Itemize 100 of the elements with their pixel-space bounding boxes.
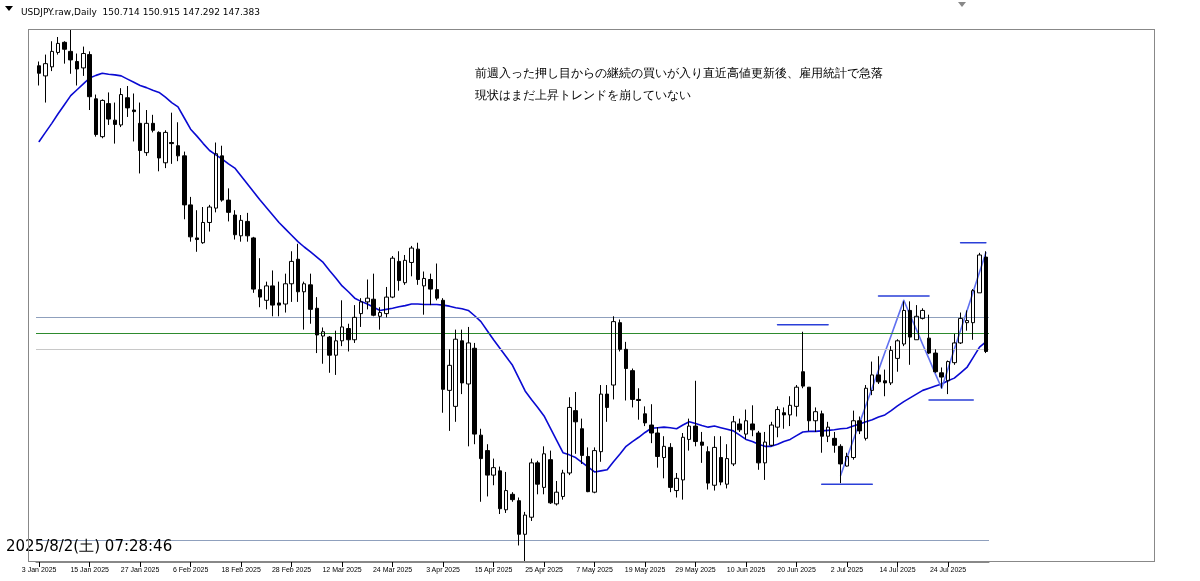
candlestick [687,418,691,452]
candlestick [226,187,231,222]
candlestick [207,204,212,233]
candlestick [712,435,717,492]
candlestick [302,281,306,331]
candlestick [416,242,420,286]
candlestick [782,406,786,430]
candlestick [43,54,48,104]
candlestick [460,329,464,395]
candlestick [876,355,881,385]
candlestick [321,326,325,365]
candlestick [245,212,250,243]
candlestick [864,384,868,441]
candlestick [359,297,363,328]
candlestick [643,405,647,427]
candlestick [599,384,603,463]
candlestick [605,384,609,423]
candlestick [939,366,944,389]
candlestick [662,435,666,479]
candlestick [908,300,912,366]
candlestick [763,431,767,481]
candlestick [258,257,262,308]
candlestick [251,236,256,294]
candlestick [498,466,502,515]
candlestick [870,361,874,396]
candlestick [409,245,414,277]
candlestick [889,345,893,386]
candlestick [794,384,799,417]
candlestick [277,281,281,317]
candlestick [826,421,830,443]
candlestick [327,335,332,374]
candlestick [113,102,117,145]
candlestick [681,432,685,501]
candlestick [62,40,67,65]
candlestick [201,206,205,245]
candlestick [397,250,401,292]
candlestick [435,263,439,301]
candlestick [517,497,521,546]
candlestick [56,36,60,56]
candlestick [176,121,180,162]
candlestick [144,109,149,157]
candlestick [756,430,761,471]
annotation: 2025/8/2(土) 07:28:46 [6,536,173,555]
candlestick [801,331,805,389]
candlestick [441,297,445,414]
candlestick [542,445,546,495]
candlestick [971,288,975,341]
candlestick [157,130,161,172]
candlestick [788,395,792,427]
candlestick [220,145,224,203]
candlestick [479,428,483,503]
candlestick [832,431,837,454]
candlestick [308,273,313,325]
candlestick [315,296,319,354]
candlestick [125,85,130,118]
candlestick [580,418,584,465]
candlestick [719,435,723,486]
candlestick [725,443,729,489]
candlestick [523,511,527,563]
candlestick [94,94,98,138]
candlestick [340,299,344,347]
candlestick [933,348,938,374]
candlestick [586,446,590,493]
candlestick [838,443,843,484]
candlestick [378,306,382,331]
candlestick [693,380,698,447]
candlestick [119,87,123,128]
candlestick [561,469,565,501]
candlestick [195,209,199,253]
candlestick [68,28,73,75]
candlestick [883,369,887,397]
candlestick [965,309,969,332]
candlestick [510,491,515,503]
candlestick [334,330,338,376]
candlestick [611,315,616,400]
chart-title: USDJPY.raw,Daily 150.714 150.915 147.292 147.383 [21,6,261,17]
candlestick [807,386,811,432]
candlestick [927,314,931,355]
candlestick [984,250,988,354]
candlestick [744,409,748,440]
candlestick [624,341,628,401]
candlestick [618,318,622,352]
candlestick [239,214,243,243]
annotation: 前週入った押し目からの継続の買いが入り直近高値更新後、雇用統計で急落 [475,66,883,80]
candlestick [895,338,900,373]
candlestick [504,471,508,514]
candlestick [37,61,41,86]
candlestick [296,243,300,303]
candlestick [592,446,597,494]
candlestick [902,300,906,347]
candlestick [813,406,818,433]
candlestick [151,114,155,133]
candlestick [706,445,710,491]
candlestick [977,252,982,294]
candlestick [403,254,407,286]
candlestick [946,360,950,395]
candlestick [50,40,54,72]
candlestick [845,452,849,468]
annotation: 現状はまだ上昇トレンドを崩していない [475,88,691,102]
candlestick [700,431,704,464]
